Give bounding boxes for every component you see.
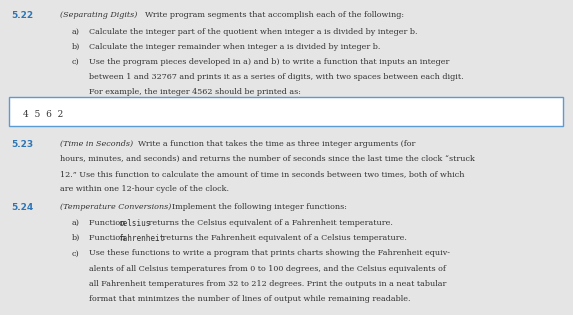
Text: 5.23: 5.23 xyxy=(11,140,34,149)
Text: 4  5  6  2: 4 5 6 2 xyxy=(23,110,63,119)
FancyBboxPatch shape xyxy=(9,97,563,126)
Text: 12.” Use this function to calculate the amount of time in seconds between two ti: 12.” Use this function to calculate the … xyxy=(60,170,465,178)
Text: (Separating Digits): (Separating Digits) xyxy=(60,11,138,19)
Text: For example, the integer 4562 should be printed as:: For example, the integer 4562 should be … xyxy=(89,88,301,96)
Text: (Time in Seconds): (Time in Seconds) xyxy=(60,140,134,148)
Text: b): b) xyxy=(72,43,80,51)
Text: c): c) xyxy=(72,249,80,257)
Text: Calculate the integer remainder when integer a is divided by integer b.: Calculate the integer remainder when int… xyxy=(89,43,380,51)
Text: Function: Function xyxy=(89,234,128,242)
Text: Write program segments that accomplish each of the following:: Write program segments that accomplish e… xyxy=(145,11,404,19)
Text: Calculate the integer part of the quotient when integer a is divided by integer : Calculate the integer part of the quotie… xyxy=(89,28,417,36)
Text: (Temperature Conversions): (Temperature Conversions) xyxy=(60,203,171,210)
Text: between 1 and 32767 and prints it as a series of digits, with two spaces between: between 1 and 32767 and prints it as a s… xyxy=(89,73,464,81)
Text: hours, minutes, and seconds) and returns the number of seconds since the last ti: hours, minutes, and seconds) and returns… xyxy=(60,155,475,163)
Text: Function: Function xyxy=(89,219,128,227)
Text: alents of all Celsius temperatures from 0 to 100 degrees, and the Celsius equiva: alents of all Celsius temperatures from … xyxy=(89,265,446,272)
Text: Use the program pieces developed in a) and b) to write a function that inputs an: Use the program pieces developed in a) a… xyxy=(89,58,449,66)
Text: are within one 12-hour cycle of the clock.: are within one 12-hour cycle of the cloc… xyxy=(60,185,229,193)
Text: Write a function that takes the time as three integer arguments (for: Write a function that takes the time as … xyxy=(138,140,415,148)
Text: all Fahrenheit temperatures from 32 to 212 degrees. Print the outputs in a neat : all Fahrenheit temperatures from 32 to 2… xyxy=(89,280,446,288)
Text: a): a) xyxy=(72,28,80,36)
Text: 5.24: 5.24 xyxy=(11,203,34,212)
Text: returns the Fahrenheit equivalent of a Celsius temperature.: returns the Fahrenheit equivalent of a C… xyxy=(160,234,407,242)
Text: Use these functions to write a program that prints charts showing the Fahrenheit: Use these functions to write a program t… xyxy=(89,249,450,257)
Text: fahrenheit: fahrenheit xyxy=(119,234,165,243)
Text: 5.22: 5.22 xyxy=(11,11,34,20)
Text: Implement the following integer functions:: Implement the following integer function… xyxy=(172,203,347,210)
Text: celsius: celsius xyxy=(119,219,151,228)
Text: returns the Celsius equivalent of a Fahrenheit temperature.: returns the Celsius equivalent of a Fahr… xyxy=(146,219,393,227)
Text: a): a) xyxy=(72,219,80,227)
Text: format that minimizes the number of lines of output while remaining readable.: format that minimizes the number of line… xyxy=(89,295,410,303)
Text: c): c) xyxy=(72,58,80,66)
Text: b): b) xyxy=(72,234,80,242)
